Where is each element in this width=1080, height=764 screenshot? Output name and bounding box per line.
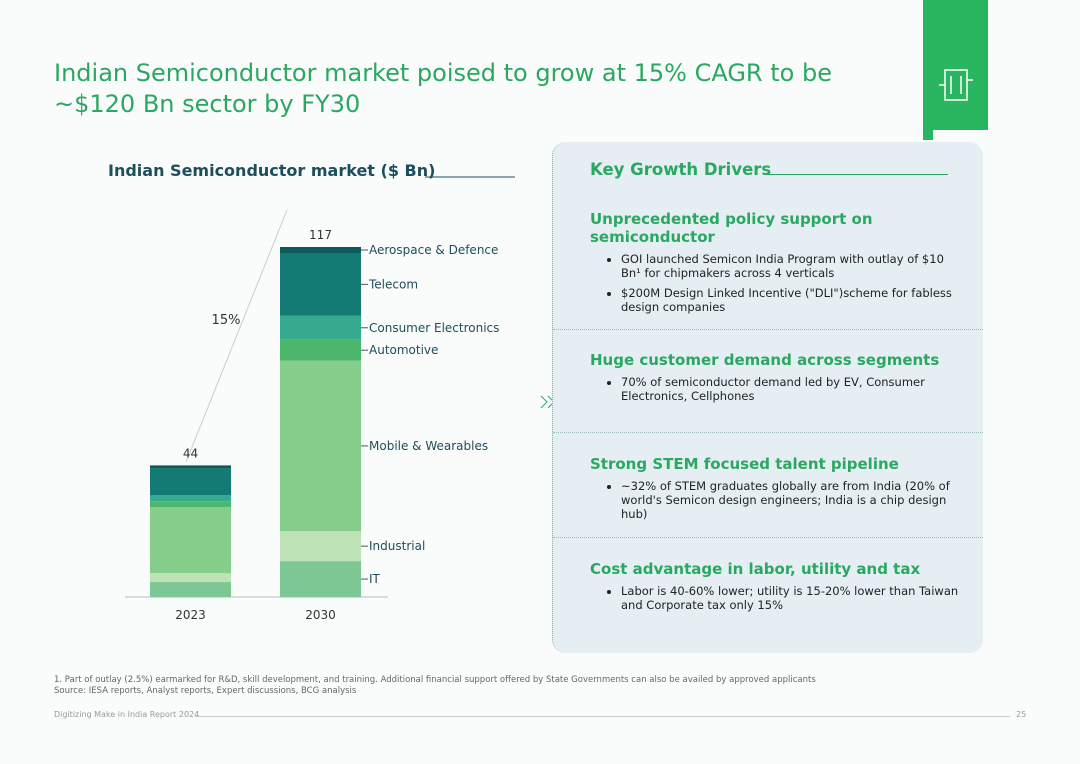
bar-segment: [280, 561, 361, 597]
legend-label: Consumer Electronics: [369, 321, 499, 335]
cagr-label: 15%: [212, 313, 241, 328]
tab-icon: [939, 69, 973, 101]
drivers-panel: Key Growth Drivers Unprecedented policy …: [552, 142, 983, 653]
brand-square: [923, 130, 933, 140]
driver-heading: Strong STEM focused talent pipeline: [590, 455, 899, 473]
driver-section: Strong STEM focused talent pipeline ~32% …: [553, 455, 983, 527]
driver-section: Cost advantage in labor, utility and tax…: [553, 560, 983, 618]
bar-segment: [280, 339, 361, 361]
page-title: Indian Semiconductor market poised to gr…: [54, 59, 832, 118]
separator: [553, 537, 983, 538]
bullet: GOI launched Semicon India Program with …: [621, 252, 963, 280]
legend-label: Telecom: [368, 277, 418, 291]
bar-segment: [150, 495, 231, 502]
brand-tab: [923, 0, 988, 130]
footer-report: Digitizing Make in India Report 2024: [54, 710, 200, 719]
chart-title: Indian Semiconductor market ($ Bn): [108, 161, 435, 180]
bullet: $200M Design Linked Incentive ("DLI")sch…: [621, 286, 963, 314]
total-label: 117: [309, 228, 332, 242]
bar-segment: [280, 247, 361, 253]
title-rule: [765, 174, 948, 175]
bar-segment: [150, 465, 231, 469]
bullet-list: ~32% of STEM graduates globally are from…: [553, 479, 983, 521]
bar-segment: [150, 573, 231, 583]
source: Source: IESA reports, Analyst reports, E…: [54, 686, 357, 696]
separator: [553, 432, 983, 433]
bar-segment: [280, 252, 361, 316]
bar-segment: [280, 315, 361, 340]
x-tick-label: 2023: [175, 608, 206, 622]
bar-segment: [150, 501, 231, 508]
bar-segment: [280, 531, 361, 562]
driver-section: Unprecedented policy support on semicond…: [553, 210, 983, 320]
bullet-list: Labor is 40-60% lower; utility is 15-20%…: [553, 584, 983, 612]
footnote: 1. Part of outlay (2.5%) earmarked for R…: [54, 675, 816, 685]
bullet-list: GOI launched Semicon India Program with …: [553, 252, 983, 314]
driver-heading: Huge customer demand across segments: [590, 351, 940, 369]
legend-label: IT: [369, 572, 381, 586]
legend-label: Aerospace & Defence: [369, 243, 498, 257]
total-label: 44: [183, 446, 198, 460]
legend-label: Industrial: [369, 539, 425, 553]
bullet-list: 70% of semiconductor demand led by EV, C…: [553, 375, 983, 403]
drivers-title: Key Growth Drivers: [590, 160, 772, 179]
bar-segment: [150, 468, 231, 496]
separator: [553, 329, 983, 330]
driver-heading: Cost advantage in labor, utility and tax: [590, 560, 921, 578]
x-tick-label: 2030: [305, 608, 336, 622]
bar-segment: [280, 360, 361, 532]
chart: Indian Semiconductor market ($ Bn) 15% 4…: [108, 161, 560, 622]
footer-rule: [195, 716, 1010, 717]
driver-section: Huge customer demand across segments 70% …: [553, 351, 983, 409]
cagr-line: [185, 209, 288, 463]
bullet: ~32% of STEM graduates globally are from…: [621, 479, 963, 521]
bullet: Labor is 40-60% lower; utility is 15-20%…: [621, 584, 963, 612]
bar-segment: [150, 582, 231, 597]
legend-label: Mobile & Wearables: [369, 439, 488, 453]
legend-label: Automotive: [369, 343, 438, 357]
page-number: 25: [1016, 710, 1027, 719]
bullet: 70% of semiconductor demand led by EV, C…: [621, 375, 963, 403]
bar-segment: [150, 507, 231, 574]
driver-heading: Unprecedented policy support on semicond…: [590, 210, 873, 246]
